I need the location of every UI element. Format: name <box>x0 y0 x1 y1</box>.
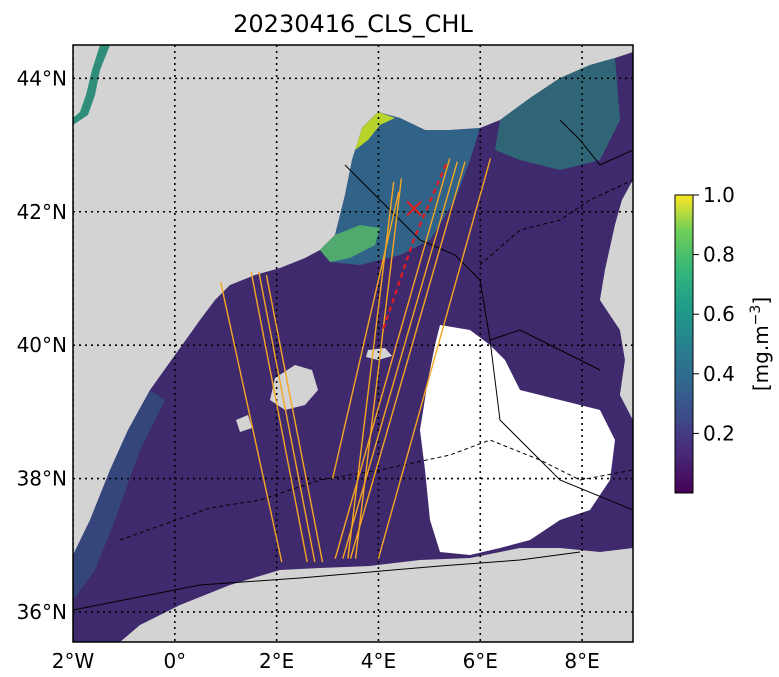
swath-line <box>354 178 403 559</box>
xtick-label: 8°E <box>564 649 599 673</box>
island-mallorca <box>270 365 318 410</box>
xtick-label: 0° <box>163 649 186 673</box>
island-ibiza <box>236 415 252 432</box>
longitude-tick-labels: 2°W 0° 2°E 4°E 6°E 8°E <box>52 649 600 673</box>
ytick-label: 38°N <box>17 467 67 491</box>
colorbar-tick-label: 0.8 <box>703 243 735 267</box>
swath-line <box>349 161 466 559</box>
map-frame <box>72 44 634 643</box>
colorbar-tick-label: 1.0 <box>703 183 735 207</box>
colorbar-label-main: [mg.m <box>749 325 773 391</box>
south-coast-chlorophyll <box>73 390 165 600</box>
ytick-label: 40°N <box>17 333 67 357</box>
colorbar-gradient <box>674 194 694 494</box>
colorbar: 0.2 0.4 0.6 0.8 1.0 [mg.m−3] <box>674 183 773 494</box>
map-plot-area <box>73 45 633 642</box>
coastal-chlorophyll-high-north <box>355 112 395 150</box>
colorbar-tick-label: 0.4 <box>703 362 735 386</box>
swath-line <box>377 158 492 559</box>
swath-line <box>334 158 451 559</box>
atlantic-coast-land-inner <box>73 45 100 118</box>
swath-line <box>331 191 400 479</box>
xtick-label: 6°E <box>463 649 498 673</box>
satellite-swath-tracks <box>219 158 492 563</box>
colorbar-label: [mg.m−3] <box>748 297 773 391</box>
ytick-label: 42°N <box>17 200 67 224</box>
red-track-line <box>382 161 449 329</box>
swath-line <box>250 271 308 563</box>
coastal-chlorophyll-catalonia <box>320 225 380 262</box>
corsica-sardinia-land <box>600 180 633 420</box>
ytick-label: 36°N <box>17 600 67 624</box>
colorbar-label-superscript: −3 <box>748 305 764 326</box>
latitude-tick-labels: 36°N 38°N 40°N 42°N 44°N <box>17 66 67 624</box>
colorbar-label-end: ] <box>749 297 773 305</box>
swath-line <box>258 271 316 563</box>
ytick-label: 44°N <box>17 66 67 90</box>
marker-x <box>406 200 422 217</box>
map-title: 20230416_CLS_CHL <box>233 10 473 38</box>
colorbar-tick-label: 0.2 <box>703 421 735 445</box>
xtick-label: 2°W <box>52 649 95 673</box>
xtick-label: 4°E <box>361 649 396 673</box>
ligurian-chlorophyll <box>495 58 620 170</box>
red-track-layer <box>382 161 449 329</box>
swath-line <box>342 161 459 559</box>
colorbar-ticks: 0.2 0.4 0.6 0.8 1.0 <box>693 183 735 445</box>
cloud-mask-area <box>420 325 615 555</box>
xtick-label: 2°E <box>259 649 294 673</box>
colorbar-tick-label: 0.6 <box>703 302 735 326</box>
swath-line <box>219 281 283 563</box>
swath-line <box>265 274 324 563</box>
